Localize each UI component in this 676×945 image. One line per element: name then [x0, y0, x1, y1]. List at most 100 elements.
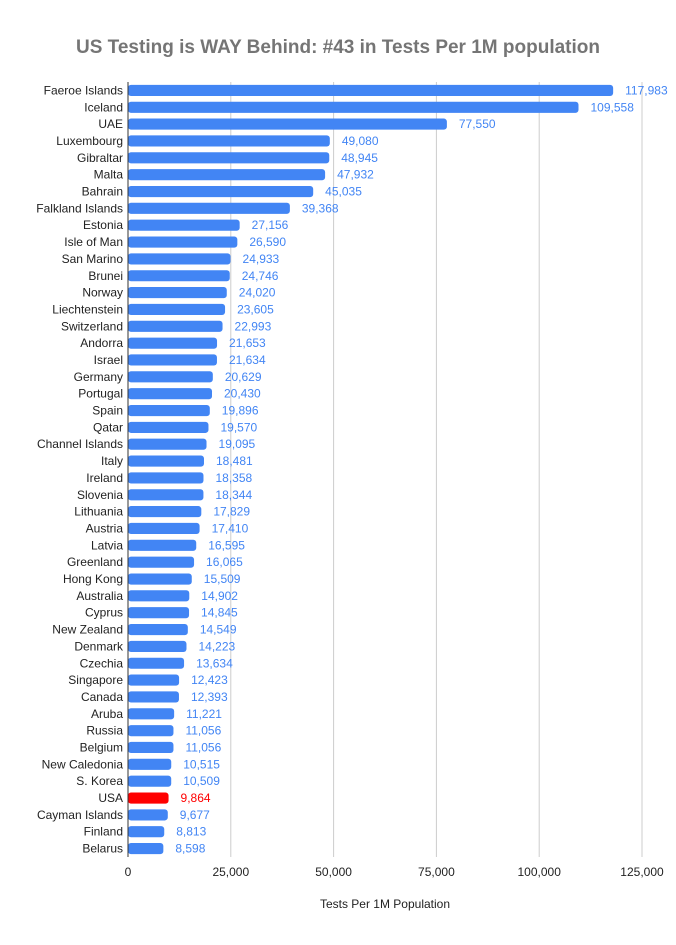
bar [128, 809, 168, 821]
category-label: Gibraltar [77, 151, 123, 165]
bar [128, 101, 579, 113]
bar [128, 573, 192, 585]
value-label: 11,056 [185, 740, 221, 754]
bar [128, 185, 314, 198]
value-label: 26,590 [249, 235, 286, 249]
category-label: Spain [92, 404, 123, 418]
category-label: Norway [82, 286, 123, 300]
bar [128, 674, 180, 686]
bar [128, 607, 190, 619]
value-label: 24,020 [239, 286, 276, 300]
bar [128, 826, 165, 838]
bar [128, 84, 614, 96]
value-label: 14,549 [200, 623, 237, 637]
value-label: 13,634 [196, 656, 233, 670]
category-label: Italy [101, 454, 123, 468]
category-label: Singapore [68, 673, 123, 687]
value-label: 24,746 [242, 269, 279, 283]
bar [128, 725, 174, 737]
value-label: 47,932 [337, 168, 374, 182]
category-label: Belarus [82, 842, 123, 856]
value-label: 18,481 [216, 454, 253, 468]
value-label: 23,605 [237, 302, 274, 316]
value-label: 24,933 [243, 252, 280, 266]
bar [128, 202, 290, 214]
value-label: 10,509 [183, 774, 220, 788]
bar [128, 404, 210, 417]
value-label: 16,065 [206, 555, 243, 569]
value-label: 27,156 [252, 218, 289, 232]
bar [128, 522, 200, 535]
value-label: 45,035 [325, 185, 362, 199]
x-tick-label: 25,000 [212, 865, 249, 879]
category-label: Aruba [91, 707, 123, 721]
x-axis-label: Tests Per 1M Population [320, 897, 450, 911]
bar [128, 118, 447, 130]
bar [128, 219, 240, 231]
category-label: Slovenia [77, 488, 123, 502]
value-label: 18,358 [215, 471, 252, 485]
value-label: 14,223 [198, 639, 235, 653]
bar [128, 758, 172, 770]
category-labels: Faeroe Islands Iceland UAE Luxembourg Gibral… [36, 83, 124, 855]
value-label: 17,829 [213, 505, 250, 519]
x-tick-label: 100,000 [518, 865, 562, 879]
bar [128, 337, 218, 349]
category-label: Germany [74, 370, 123, 384]
category-label: Iceland [84, 100, 123, 114]
category-label: Belgium [80, 740, 123, 754]
category-label: Bahrain [82, 185, 123, 199]
value-label: 12,393 [191, 690, 228, 704]
bar [128, 539, 197, 551]
value-label: 49,080 [342, 134, 379, 148]
category-label: Falkland Islands [36, 201, 123, 215]
category-label: Lithuania [74, 505, 123, 519]
bar [128, 152, 330, 164]
category-label: Greenland [67, 555, 123, 569]
value-label: 20,430 [224, 387, 261, 401]
value-label: 18,344 [215, 488, 252, 502]
category-label: Qatar [93, 420, 123, 434]
bar [128, 421, 209, 433]
bar [128, 708, 175, 720]
value-label: 8,813 [176, 825, 206, 839]
bar [128, 472, 204, 484]
category-label: Cayman Islands [37, 808, 123, 822]
value-label: 19,095 [219, 437, 256, 451]
category-label: Finland [84, 825, 123, 839]
bar [128, 253, 231, 265]
bar [128, 623, 188, 636]
category-label: Ireland [86, 471, 123, 485]
value-label: 20,629 [225, 370, 262, 384]
bar [128, 438, 207, 450]
value-label: 19,570 [220, 420, 257, 434]
bar [128, 640, 187, 652]
bar [128, 741, 174, 754]
category-label: Estonia [83, 218, 123, 232]
x-tick-label: 50,000 [315, 865, 352, 879]
value-label: 109,558 [591, 100, 635, 114]
value-label: 48,945 [341, 151, 378, 165]
bar [128, 388, 213, 400]
category-label: Brunei [88, 269, 123, 283]
category-label: Malta [94, 168, 124, 182]
category-label: San Marino [62, 252, 124, 266]
bar [128, 169, 326, 181]
bar [128, 590, 190, 602]
bar [128, 792, 169, 804]
value-label: 117,983 [625, 83, 668, 97]
category-label: Australia [76, 589, 123, 603]
bar [128, 320, 223, 332]
bars [128, 84, 614, 855]
category-label: Liechtenstein [52, 302, 123, 316]
value-label: 8,598 [175, 842, 205, 856]
x-tick-label: 75,000 [418, 865, 455, 879]
value-label: 17,410 [212, 521, 249, 535]
bar [128, 236, 238, 248]
bar [128, 489, 204, 501]
category-label: Switzerland [61, 319, 123, 333]
value-label: 11,221 [186, 707, 222, 721]
category-label: Russia [86, 724, 123, 738]
value-label: 14,902 [201, 589, 238, 603]
